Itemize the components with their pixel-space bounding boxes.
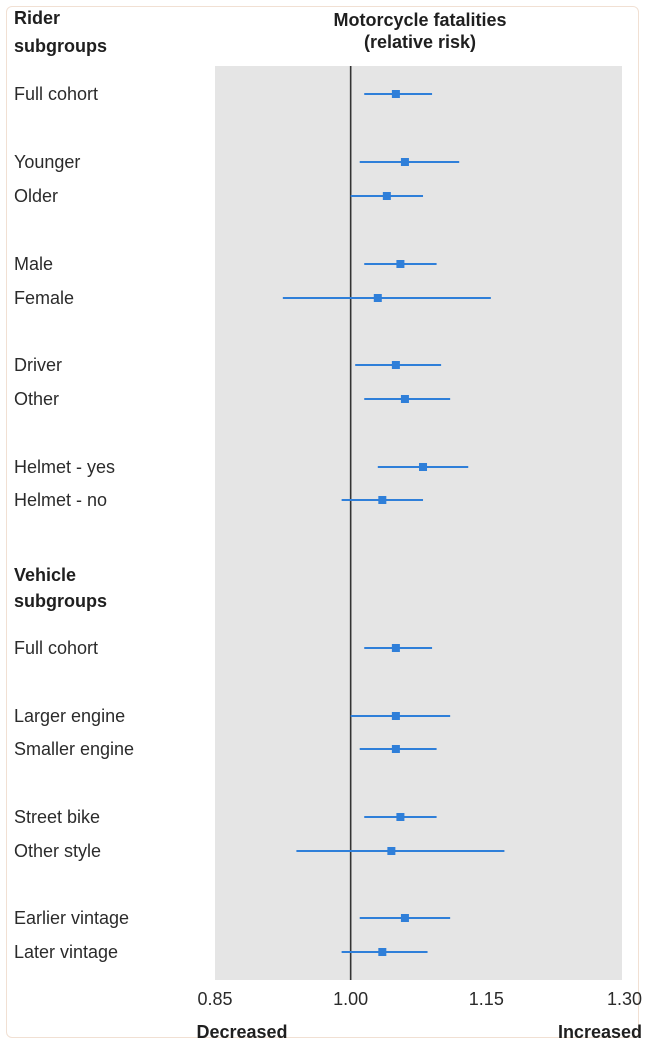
- row-label: Smaller engine: [14, 739, 134, 759]
- row-label: Larger engine: [14, 706, 125, 726]
- row-label: Driver: [14, 355, 62, 375]
- point-estimate: [378, 496, 387, 504]
- row-label: Helmet - yes: [14, 457, 115, 477]
- x-tick-label: 1.15: [469, 989, 504, 1009]
- point-estimate: [387, 847, 396, 855]
- x-tick-label: 1.00: [333, 989, 368, 1009]
- row-label: Full cohort: [14, 638, 98, 658]
- row-label: Helmet - no: [14, 490, 107, 510]
- point-estimate: [378, 948, 387, 956]
- plot-panel: [215, 66, 622, 980]
- point-estimate: [400, 914, 409, 922]
- row-label: Female: [14, 288, 74, 308]
- row-label: Other: [14, 389, 59, 409]
- point-estimate: [396, 260, 405, 268]
- row-label: Street bike: [14, 807, 100, 827]
- point-estimate: [391, 712, 400, 720]
- group-heading-line: Rider: [14, 8, 60, 28]
- figure-frame: [6, 6, 639, 1038]
- direction-label-increased: Increased: [558, 1022, 642, 1042]
- group-heading-line: subgroups: [14, 36, 107, 56]
- chart-title-line: (relative risk): [364, 32, 476, 52]
- point-estimate: [400, 158, 409, 166]
- row-label: Full cohort: [14, 84, 98, 104]
- direction-label-decreased: Decreased: [196, 1022, 287, 1042]
- point-estimate: [396, 813, 405, 821]
- point-estimate: [391, 90, 400, 98]
- point-estimate: [400, 395, 409, 403]
- row-label: Younger: [14, 152, 80, 172]
- point-estimate: [419, 463, 428, 471]
- row-label: Earlier vintage: [14, 908, 129, 928]
- row-label: Other style: [14, 841, 101, 861]
- point-estimate: [391, 361, 400, 369]
- group-heading-line: subgroups: [14, 591, 107, 611]
- point-estimate: [382, 192, 391, 200]
- group-heading-line: Vehicle: [14, 565, 76, 585]
- x-tick-label: 0.85: [197, 989, 232, 1009]
- point-estimate: [373, 294, 382, 302]
- row-label: Male: [14, 254, 53, 274]
- chart-title-line: Motorcycle fatalities: [333, 10, 506, 30]
- point-estimate: [391, 644, 400, 652]
- x-tick-label: 1.30: [607, 989, 642, 1009]
- row-label: Older: [14, 186, 58, 206]
- row-label: Later vintage: [14, 942, 118, 962]
- point-estimate: [391, 745, 400, 753]
